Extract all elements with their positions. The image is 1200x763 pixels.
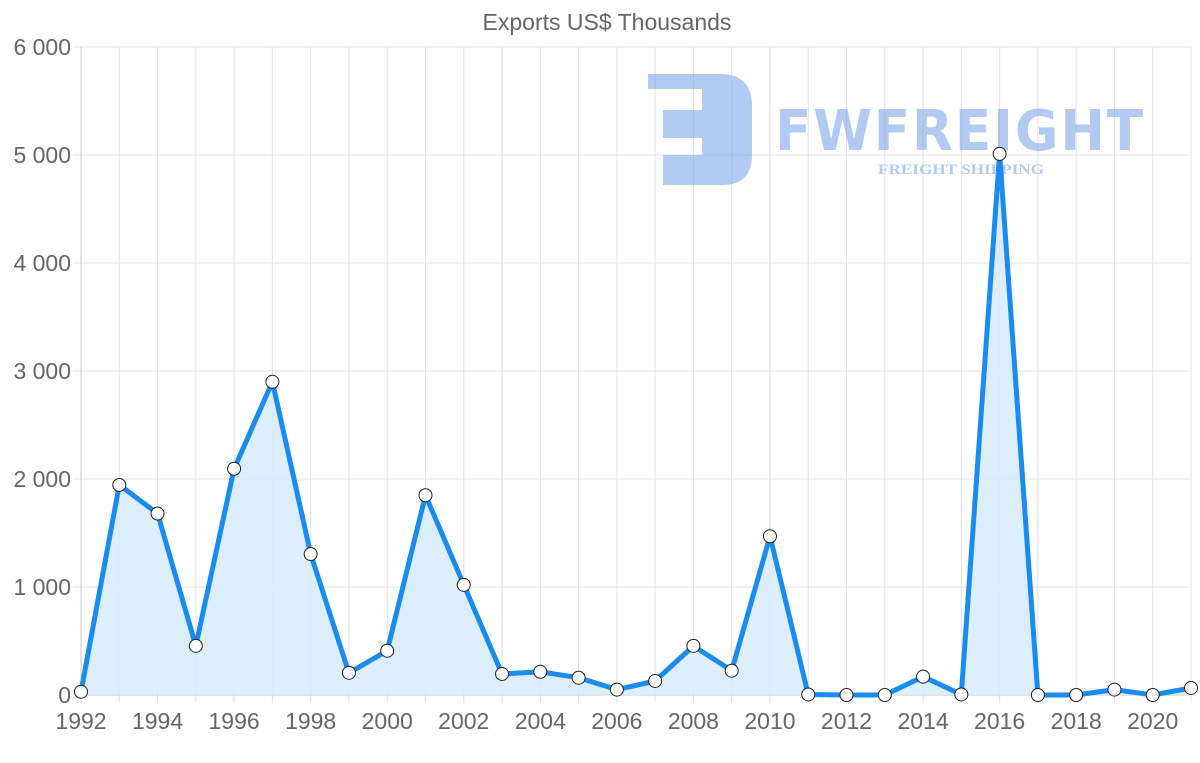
data-point xyxy=(839,688,854,702)
data-point xyxy=(265,374,280,389)
data-point xyxy=(533,664,548,679)
data-point xyxy=(571,670,586,685)
data-point xyxy=(112,477,127,492)
series-area-fill xyxy=(81,153,1191,695)
x-tick-label: 2006 xyxy=(591,708,642,734)
data-point xyxy=(1184,680,1198,695)
x-tick-label: 1992 xyxy=(55,708,106,734)
data-point xyxy=(150,506,165,521)
y-tick-label: 1 000 xyxy=(13,574,71,600)
chart-title: Exports US$ Thousands xyxy=(483,9,732,35)
x-tick-label: 2012 xyxy=(821,708,872,734)
data-point xyxy=(609,682,624,697)
data-point xyxy=(877,688,892,702)
data-point xyxy=(456,577,471,592)
series-line xyxy=(78,151,1192,698)
data-point xyxy=(801,687,816,702)
data-point xyxy=(1030,688,1045,702)
x-tick-label: 2016 xyxy=(974,708,1025,734)
data-point xyxy=(303,547,318,562)
data-point xyxy=(1145,688,1160,702)
data-point xyxy=(227,461,242,476)
y-tick-label: 6 000 xyxy=(13,34,71,60)
fwfreight-logo-icon xyxy=(648,74,752,185)
data-point xyxy=(1069,688,1084,702)
data-point xyxy=(495,666,510,681)
data-point xyxy=(916,669,931,684)
watermark-brand: FWFREIGHT xyxy=(775,99,1145,164)
x-tick-label: 1998 xyxy=(285,708,336,734)
x-tick-label: 2010 xyxy=(744,708,795,734)
data-point xyxy=(418,488,433,503)
watermark-tagline: FREIGHT SHIPPING xyxy=(878,162,1044,178)
x-tick-label: 1996 xyxy=(209,708,260,734)
data-point xyxy=(74,684,88,699)
data-point xyxy=(380,643,395,658)
y-tick-label: 4 000 xyxy=(13,250,71,276)
x-tick-label: 1994 xyxy=(132,708,183,734)
y-tick-label: 3 000 xyxy=(13,358,71,384)
data-point xyxy=(648,673,663,688)
fwfreight-watermark: FWFREIGHT FREIGHT SHIPPING xyxy=(648,74,1145,185)
x-tick-label: 2008 xyxy=(668,708,719,734)
x-axis-ticks: 1992 1994 1996 1998 2000 2002 2004 2006 2008 2010… xyxy=(55,708,1178,734)
data-point xyxy=(992,146,1007,161)
x-tick-label: 2020 xyxy=(1127,708,1178,734)
data-point xyxy=(686,638,701,653)
y-axis-ticks: 0 1 000 2 000 3 000 4 000 5 000 6 000 xyxy=(13,34,71,708)
x-tick-label: 2000 xyxy=(362,708,413,734)
x-tick-label: 2002 xyxy=(438,708,489,734)
data-point xyxy=(188,638,203,653)
data-point xyxy=(954,687,969,702)
data-point xyxy=(724,663,739,678)
y-tick-label: 0 xyxy=(58,682,71,708)
x-tick-label: 2018 xyxy=(1051,708,1102,734)
x-tick-label: 2004 xyxy=(515,708,566,734)
data-point xyxy=(341,665,356,680)
y-tick-label: 5 000 xyxy=(13,142,71,168)
y-tick-label: 2 000 xyxy=(13,466,71,492)
data-point xyxy=(1107,682,1122,697)
data-point xyxy=(762,529,777,544)
data-points xyxy=(74,146,1198,702)
x-tick-label: 2014 xyxy=(897,708,948,734)
